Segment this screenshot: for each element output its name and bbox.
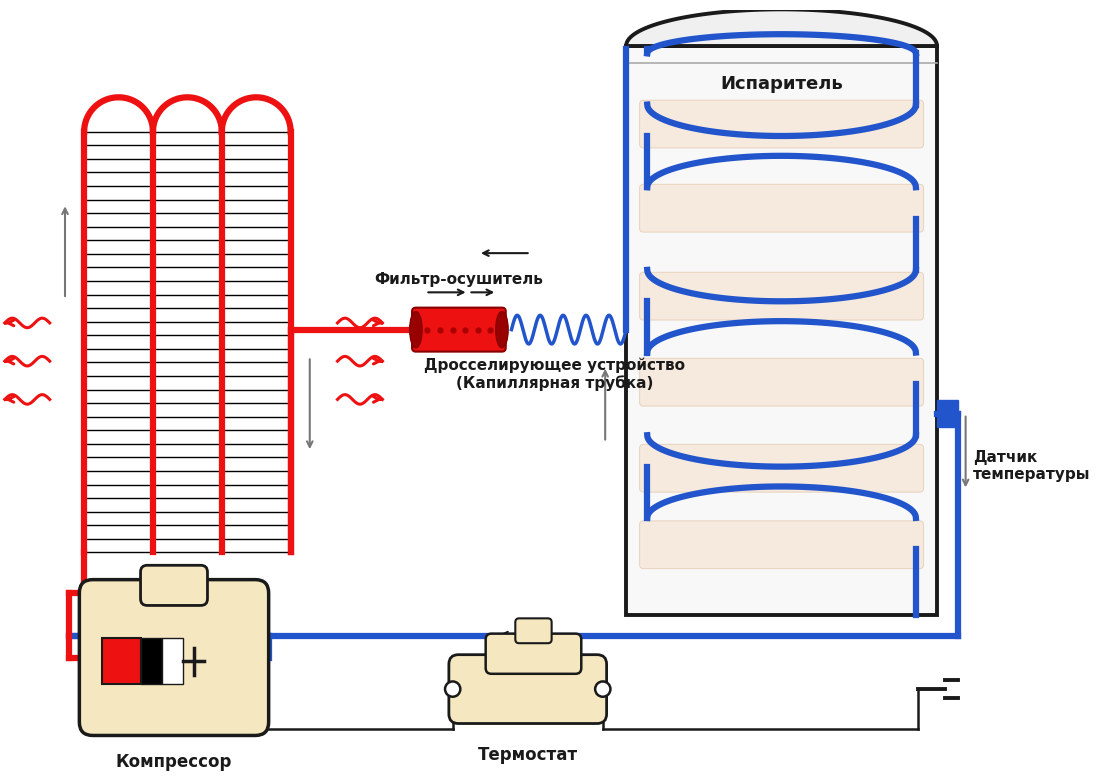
FancyBboxPatch shape (639, 358, 924, 406)
FancyBboxPatch shape (639, 185, 924, 232)
Text: Конденсатор: Конденсатор (124, 579, 251, 597)
Text: Дросселирующее устройство
(Капиллярная трубка): Дросселирующее устройство (Капиллярная т… (424, 357, 684, 391)
FancyBboxPatch shape (626, 45, 937, 615)
FancyBboxPatch shape (639, 521, 924, 569)
Circle shape (595, 681, 611, 697)
Ellipse shape (410, 311, 422, 348)
FancyBboxPatch shape (639, 444, 924, 492)
FancyBboxPatch shape (516, 619, 552, 644)
FancyBboxPatch shape (79, 579, 268, 735)
Bar (103, 638, 140, 684)
FancyBboxPatch shape (639, 100, 924, 148)
Ellipse shape (496, 311, 508, 348)
Bar (937, 400, 958, 427)
FancyBboxPatch shape (639, 272, 924, 320)
FancyBboxPatch shape (412, 307, 506, 352)
Text: Фильтр-осушитель: Фильтр-осушитель (374, 271, 543, 286)
Text: Термостат: Термостат (478, 747, 577, 765)
Bar (140, 638, 161, 684)
Text: Компрессор: Компрессор (116, 753, 232, 771)
Text: Датчик
температуры: Датчик температуры (974, 450, 1091, 482)
FancyBboxPatch shape (140, 565, 208, 605)
FancyBboxPatch shape (449, 655, 606, 723)
FancyBboxPatch shape (486, 633, 582, 674)
Text: Испаритель: Испаритель (720, 75, 843, 93)
Bar (161, 638, 182, 684)
Circle shape (445, 681, 460, 697)
